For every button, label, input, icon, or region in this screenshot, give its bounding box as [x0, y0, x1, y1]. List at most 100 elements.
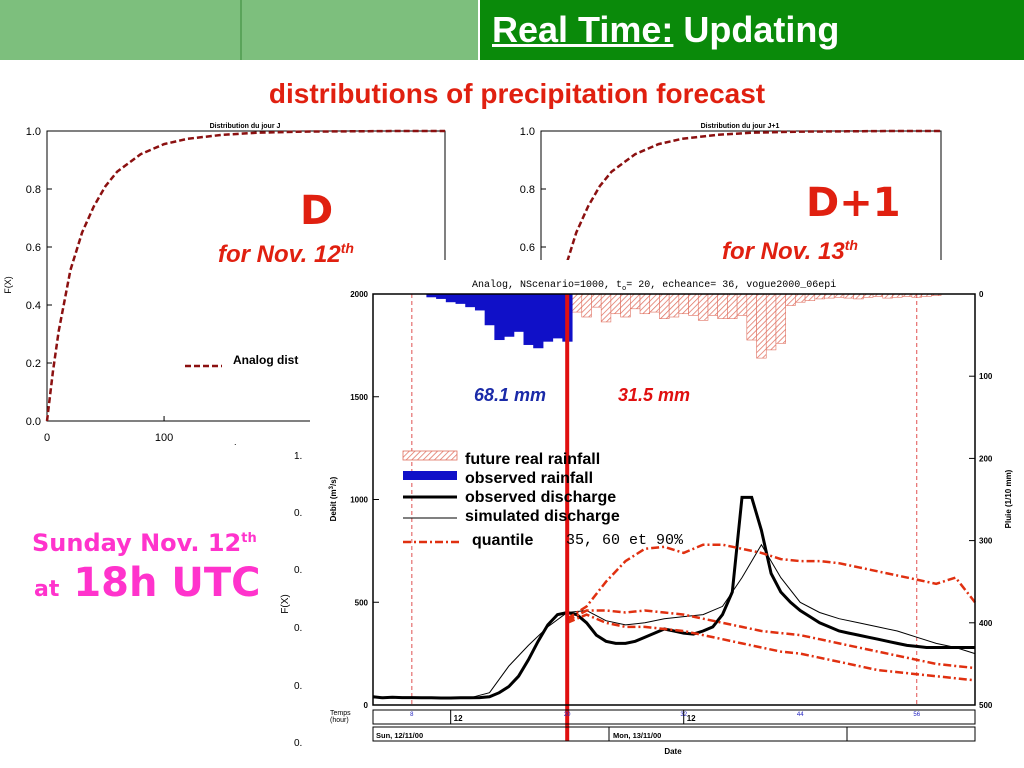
- slide-title-rest: Updating: [683, 9, 840, 50]
- cdf1-legend-label: Analog dist: [233, 353, 298, 367]
- hydro-y2-tick-label: 400: [979, 619, 993, 628]
- future-rain-bar: [795, 293, 806, 303]
- label-day-d-date: for Nov. 12th: [218, 240, 354, 268]
- future-rain-bar: [659, 293, 670, 319]
- y-tick-label: 0.8: [520, 184, 535, 196]
- future-rain-bar: [581, 293, 592, 318]
- future-rain-bar: [717, 293, 728, 319]
- future-rain-bar: [649, 293, 660, 313]
- legend-swatch-observed-rain: [403, 471, 457, 480]
- header-divider: [240, 0, 242, 60]
- cdf3-tick-1: 1.: [294, 451, 302, 462]
- observed-rain-bar: [426, 294, 437, 298]
- future-rain-bar: [697, 293, 709, 321]
- cdf2-curve: [539, 129, 941, 422]
- future-rain-bar: [591, 293, 602, 308]
- future-rain-bar: [727, 293, 738, 319]
- overlay-background: [310, 260, 1024, 768]
- overlay-strip: [290, 440, 314, 768]
- cdf1-ylabel: F(X): [3, 276, 13, 294]
- future-rain-bar: [804, 293, 816, 301]
- observed-rain-bar: [513, 294, 524, 332]
- hydrograph-chart: Analog, NScenario=1000, to= 20, echeance…: [329, 279, 1013, 756]
- noon-tick-label: 12: [454, 714, 463, 723]
- cdf3-tick-5: 0.: [294, 681, 302, 692]
- y-tick-label: 1.0: [26, 126, 41, 138]
- hydro-ylabel: Debit (m3/s): [329, 476, 338, 521]
- x-tick-label: 100: [155, 432, 173, 444]
- hydro-y-tick-label: 1500: [350, 393, 368, 402]
- current-date-label: Sunday Nov. 12th: [32, 529, 257, 557]
- future-rain-bar: [746, 293, 757, 341]
- y-tick-label: 0.6: [520, 242, 535, 254]
- hydro-legend: future real rainfall observed rainfall o…: [402, 450, 684, 549]
- observed-rain-bar: [542, 294, 554, 342]
- cdf-chart-day-d: Distribution du jour J F(X) 0.0 0.2 0.4 0.6…: [3, 123, 446, 444]
- cdf3-tick-6: 0.: [294, 738, 302, 749]
- y-tick-label: 0.0: [26, 416, 41, 428]
- quantile-35--line: [566, 613, 976, 682]
- temps-label: Temps: [330, 710, 351, 717]
- hour-axis-row: [372, 709, 976, 725]
- future-rain-bar: [688, 293, 699, 316]
- cdf1-curve: [45, 129, 445, 422]
- hydro-y-tick-label: 2000: [350, 290, 368, 299]
- header-segment-right: [480, 0, 1024, 60]
- cdf3-tick-4: 0.: [294, 623, 302, 634]
- future-rainfall-bars: [562, 293, 942, 359]
- current-time-label: at 18h UTC: [34, 560, 261, 606]
- observed-rain-bar: [474, 294, 486, 311]
- cdf3-tick-3: 0.: [294, 565, 302, 576]
- observed-rain-bar: [533, 294, 544, 349]
- hydro-y-tick-label: 1000: [350, 496, 368, 505]
- future-rain-bar: [639, 293, 651, 315]
- cdf3-ylabel: F(X): [280, 594, 291, 613]
- future-rain-bar: [610, 293, 621, 315]
- observed-rain-bar: [523, 294, 534, 345]
- legend-label-quantile: quantile: [472, 532, 533, 549]
- label-day-d: D: [300, 188, 334, 234]
- cdf1-title: Distribution du jour J: [210, 123, 281, 130]
- observed-rain-bar: [494, 294, 505, 341]
- observed-rain-bar: [445, 294, 457, 303]
- date-axis-row: [372, 726, 976, 742]
- future-rain-bar: [765, 293, 777, 351]
- y-tick-label: 0.8: [26, 184, 41, 196]
- date-label-2: Mon, 13/11/00: [613, 731, 661, 740]
- x-tick-label: 0: [44, 432, 50, 444]
- observed-rain-bar: [552, 294, 563, 339]
- hour-tick-label: 44: [797, 712, 804, 718]
- future-rain-bar: [678, 293, 689, 315]
- future-rain-bar: [756, 293, 767, 359]
- observed-discharge-line: [372, 495, 975, 700]
- hour-tick-label: 56: [913, 712, 920, 718]
- observed-rain-bar: [504, 294, 515, 337]
- observed-rain-bar: [465, 294, 476, 308]
- slide-title-underlined: Real Time:: [492, 9, 674, 50]
- legend-swatch-future: [402, 450, 458, 461]
- legend-quantile-suffix: 35, 60 et 90%: [566, 532, 684, 549]
- cdf2-title: Distribution du jour J+1: [701, 123, 780, 130]
- y-tick-label: 1.0: [520, 126, 535, 138]
- y-tick-label: 0.2: [26, 358, 41, 370]
- noon-tick-label: 12: [687, 714, 696, 723]
- future-rain-bar: [775, 293, 786, 344]
- legend-label-future: future real rainfall: [465, 451, 600, 468]
- label-day-d1-date: for Nov. 13th: [722, 237, 858, 265]
- header-bar: Real Time: Updating: [0, 0, 1024, 60]
- hydro-y2-tick-label: 200: [979, 454, 993, 463]
- quantile-60--line: [566, 609, 976, 670]
- future-rain-bar: [571, 293, 583, 313]
- hydro-y2-tick-label: 500: [979, 701, 993, 710]
- hydro-y-tick-label: 0: [364, 701, 369, 710]
- slide-subtitle: distributions of precipitation forecast: [268, 78, 766, 109]
- cdf3-dot: .: [234, 437, 237, 447]
- hydro-y2-tick-label: 300: [979, 537, 993, 546]
- y-tick-label: 0.4: [26, 300, 41, 312]
- hydro-y-tick-label: 500: [355, 598, 369, 607]
- hydro-y2label: Pluie (1/10 mm): [1004, 469, 1013, 528]
- future-total-label: 31.5 mm: [618, 385, 690, 405]
- observed-rain-bar: [484, 294, 495, 326]
- future-rain-bar: [707, 293, 718, 316]
